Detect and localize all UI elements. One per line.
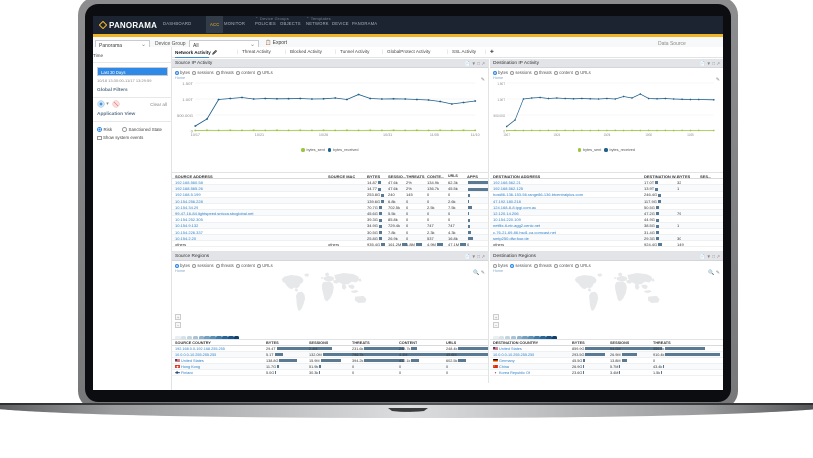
svg-text:500.00G: 500.00G — [177, 113, 193, 118]
svg-text:1.00T: 1.00T — [182, 97, 193, 102]
svg-text:11/05: 11/05 — [430, 133, 439, 137]
svg-text:10/26: 10/26 — [319, 133, 328, 137]
svg-text:1.50T: 1.50T — [497, 82, 505, 86]
svg-text:10/31: 10/31 — [383, 133, 392, 137]
svg-text:11/05: 11/05 — [687, 133, 694, 137]
svg-text:10/17: 10/17 — [503, 133, 510, 137]
svg-text:10/24: 10/24 — [553, 133, 560, 137]
svg-text:10/26: 10/26 — [604, 133, 611, 137]
svg-text:1.50T: 1.50T — [182, 81, 193, 86]
svg-text:10/21: 10/21 — [255, 133, 264, 137]
svg-text:1.00T: 1.00T — [497, 98, 505, 102]
svg-text:500.00G: 500.00G — [494, 114, 506, 118]
svg-text:10/30: 10/30 — [645, 133, 652, 137]
svg-text:10/17: 10/17 — [191, 133, 200, 137]
svg-text:11/10: 11/10 — [471, 133, 480, 137]
